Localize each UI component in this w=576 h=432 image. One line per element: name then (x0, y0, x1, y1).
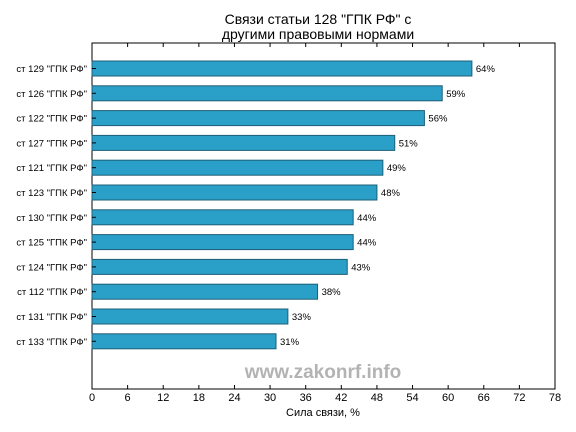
x-tick-label: 72 (513, 392, 525, 404)
x-tick-label: 36 (300, 392, 312, 404)
category-label: ст 129 "ГПК РФ" (16, 64, 87, 75)
x-tick-label: 66 (478, 392, 490, 404)
x-tick-label: 54 (406, 392, 418, 404)
category-label: ст 121 "ГПК РФ" (16, 163, 87, 174)
data-label: 44% (357, 238, 377, 249)
data-label: 33% (292, 312, 312, 323)
bar (91, 159, 384, 176)
category-label: ст 126 "ГПК РФ" (16, 89, 87, 100)
x-tick-label: 78 (549, 392, 561, 404)
bar (91, 110, 425, 127)
bars: ст 129 "ГПК РФ" 64% ст 126 "ГПК РФ" 59% ст 1… (16, 60, 496, 350)
bar (91, 258, 348, 275)
bar (91, 184, 378, 201)
x-tick-label: 0 (89, 392, 95, 404)
bar (91, 308, 289, 325)
category-label: ст 112 "ГПК РФ" (17, 287, 87, 298)
x-tick-label: 30 (264, 392, 276, 404)
category-label: ст 133 "ГПК РФ" (16, 337, 87, 348)
data-label: 64% (476, 64, 496, 75)
bar (91, 60, 473, 77)
x-axis-ticks: 0 6 12 18 24 30 36 42 48 54 60 66 72 78 (89, 43, 561, 404)
bar (91, 134, 396, 151)
category-label: ст 122 "ГПК РФ" (16, 114, 87, 125)
data-label: 48% (381, 188, 401, 199)
category-label: ст 131 "ГПК РФ" (16, 312, 87, 323)
bar (91, 209, 354, 226)
data-label: 38% (322, 287, 342, 298)
category-label: ст 123 "ГПК РФ" (16, 188, 87, 199)
x-axis-label: Сила связи, % (286, 407, 360, 419)
x-tick-label: 6 (125, 392, 131, 404)
x-tick-label: 18 (193, 392, 205, 404)
x-tick-label: 24 (228, 392, 240, 404)
category-label: ст 124 "ГПК РФ" (16, 262, 87, 273)
data-label: 59% (446, 89, 466, 100)
category-label: ст 127 "ГПК РФ" (16, 138, 87, 149)
category-label: ст 130 "ГПК РФ" (16, 213, 87, 224)
x-tick-label: 42 (335, 392, 347, 404)
x-tick-label: 12 (157, 392, 169, 404)
x-tick-label: 60 (442, 392, 454, 404)
data-label: 56% (428, 114, 448, 125)
bar (91, 85, 443, 102)
watermark: www.zakonrf.info (244, 362, 402, 383)
data-label: 49% (387, 163, 407, 174)
chart-title: Связи статьи 128 "ГПК РФ" с другими право… (222, 11, 414, 42)
data-label: 51% (399, 138, 419, 149)
data-label: 43% (351, 262, 371, 273)
data-label: 44% (357, 213, 377, 224)
bar (91, 333, 277, 350)
category-label: ст 125 "ГПК РФ" (16, 238, 87, 249)
x-tick-label: 48 (371, 392, 383, 404)
bar (91, 283, 319, 300)
bar (91, 234, 354, 251)
data-label: 31% (280, 337, 300, 348)
